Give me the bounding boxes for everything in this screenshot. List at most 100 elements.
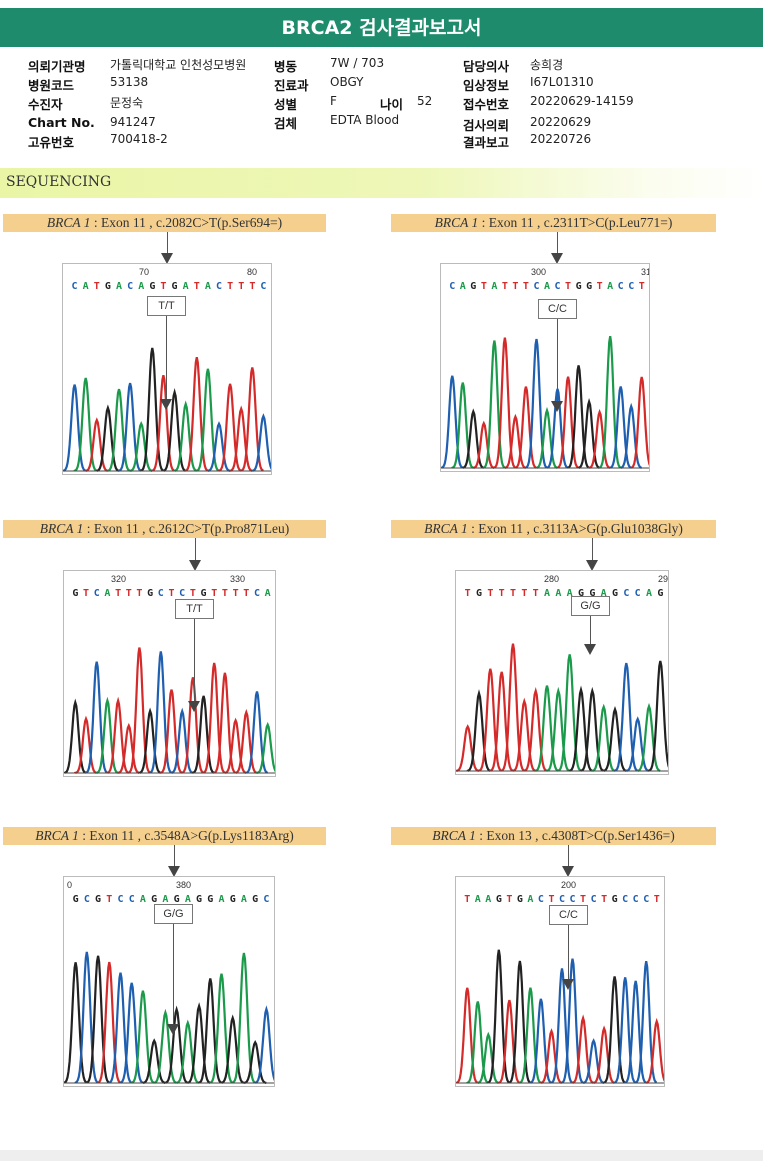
- trace-peak-G: [64, 698, 87, 774]
- trace-peak-T: [630, 376, 649, 469]
- receipt-value: 20220629-14159: [530, 94, 634, 108]
- trace-peak-C: [613, 662, 639, 772]
- position-tick: 300: [531, 267, 547, 277]
- base-letter: G: [149, 281, 156, 292]
- trace-peak-A: [106, 388, 131, 472]
- base-letter: C: [83, 894, 90, 905]
- trace-peak-A: [130, 990, 155, 1084]
- trace-peak-T: [229, 405, 253, 472]
- base-letter: T: [596, 281, 603, 292]
- position-tick: 330: [230, 574, 246, 584]
- base-letter: G: [657, 588, 664, 599]
- genotype-box: G/G: [571, 596, 610, 616]
- variant-detail: : Exon 11 , c.2311T>C(p.Leu771=): [478, 215, 673, 230]
- base-letter: T: [638, 281, 645, 292]
- dept-label: 진료과: [274, 78, 309, 93]
- trace-peak-T: [503, 413, 527, 469]
- base-letter: A: [204, 281, 211, 292]
- base-letter: G: [516, 894, 523, 905]
- base-letter: C: [253, 588, 260, 599]
- doctor-label: 담당의사: [463, 59, 510, 74]
- trace-peak-G: [466, 689, 491, 772]
- trace-peak-T: [511, 697, 536, 772]
- base-letter: G: [95, 894, 102, 905]
- trace-peak-C: [254, 1005, 274, 1084]
- trace-peak-G: [142, 1038, 166, 1084]
- base-letter: A: [264, 588, 271, 599]
- base-letter: G: [72, 588, 79, 599]
- trace-peak-T: [184, 356, 209, 472]
- trace-peak-C: [108, 972, 133, 1084]
- base-letter: A: [527, 894, 534, 905]
- chromatogram: 200 T A A G T G A C T C C T C T G C C C T: [455, 876, 665, 1087]
- base-letter: C: [93, 588, 100, 599]
- report-title: BRCA2 검사결과보고서: [0, 8, 763, 47]
- base-letter: C: [117, 894, 124, 905]
- genotype-pointer-line: [568, 925, 569, 980]
- base-letter: A: [184, 894, 191, 905]
- genotype-arrow-icon: [188, 701, 200, 712]
- trace-peak-A: [636, 702, 661, 772]
- trace-peak-T: [106, 696, 130, 774]
- trace-peak-G: [198, 978, 222, 1084]
- position-tick: 80: [247, 267, 258, 277]
- trace-peak-G: [64, 962, 88, 1084]
- pointer-arrow-icon: [189, 560, 201, 571]
- gene-name: BRCA 1: [424, 521, 468, 536]
- trace-peak-C: [524, 338, 548, 469]
- position-tick: 70: [139, 267, 150, 277]
- trace-peak-C: [170, 707, 194, 774]
- trace-peak-G: [461, 408, 485, 469]
- gene-name: BRCA 1: [434, 215, 479, 230]
- base-letter: T: [487, 588, 494, 599]
- receipt-label: 접수번호: [463, 97, 510, 112]
- base-letter: T: [601, 894, 608, 905]
- base-letter: G: [173, 894, 180, 905]
- base-letter: T: [512, 281, 519, 292]
- trace-peak-C: [625, 716, 650, 772]
- chart-no-label: Chart No.: [28, 115, 95, 130]
- base-letter: T: [238, 281, 245, 292]
- age-value: 52: [417, 94, 433, 108]
- trace-peak-T: [493, 337, 516, 469]
- footer-bar: [0, 1150, 763, 1161]
- ward-value: 7W / 703: [330, 56, 385, 70]
- trace-peak-G: [577, 398, 600, 469]
- base-letter: T: [125, 588, 132, 599]
- base-letter: G: [151, 894, 158, 905]
- trace-peak-G: [579, 686, 605, 772]
- trace-peak-A: [95, 696, 119, 774]
- variant-detail: : Exon 11 , c.3113A>G(p.Glu1038Gly): [467, 521, 683, 536]
- trace-peak-T: [456, 724, 480, 772]
- base-letter: C: [537, 894, 544, 905]
- trace-peak-A: [231, 952, 256, 1084]
- base-letter: C: [449, 281, 456, 292]
- trace-peak-C: [251, 413, 271, 472]
- base-letter: A: [485, 894, 492, 905]
- patient-value: 문정숙: [110, 96, 144, 110]
- trace-peak-A: [128, 420, 153, 472]
- base-letter: T: [565, 281, 572, 292]
- trace-peak-T: [588, 408, 611, 469]
- base-letter: C: [127, 281, 134, 292]
- trace-peak-T: [217, 383, 242, 472]
- base-letter: G: [586, 281, 593, 292]
- base-letter: G: [104, 281, 111, 292]
- institution-label: 의뢰기관명: [28, 59, 86, 74]
- chromatogram: 280290TGTTTTTAAAGGAGCCAG: [455, 570, 669, 775]
- base-letter: C: [71, 281, 78, 292]
- base-letter: A: [139, 894, 146, 905]
- base-letter: A: [600, 588, 607, 599]
- base-letter: G: [196, 894, 203, 905]
- variant-label: BRCA 1 : Exon 11 , c.3113A>G(p.Glu1038Gl…: [391, 520, 716, 538]
- trace-peak-G: [162, 387, 187, 472]
- trace-peak-G: [85, 955, 110, 1084]
- genotype-pointer-line: [590, 616, 591, 645]
- trace-peak-C: [613, 977, 637, 1084]
- base-letter: C: [260, 281, 267, 292]
- base-letter: C: [263, 894, 270, 905]
- unique-id-value: 700418-2: [110, 132, 168, 146]
- trace-peak-A: [545, 686, 571, 772]
- base-letter: T: [193, 281, 200, 292]
